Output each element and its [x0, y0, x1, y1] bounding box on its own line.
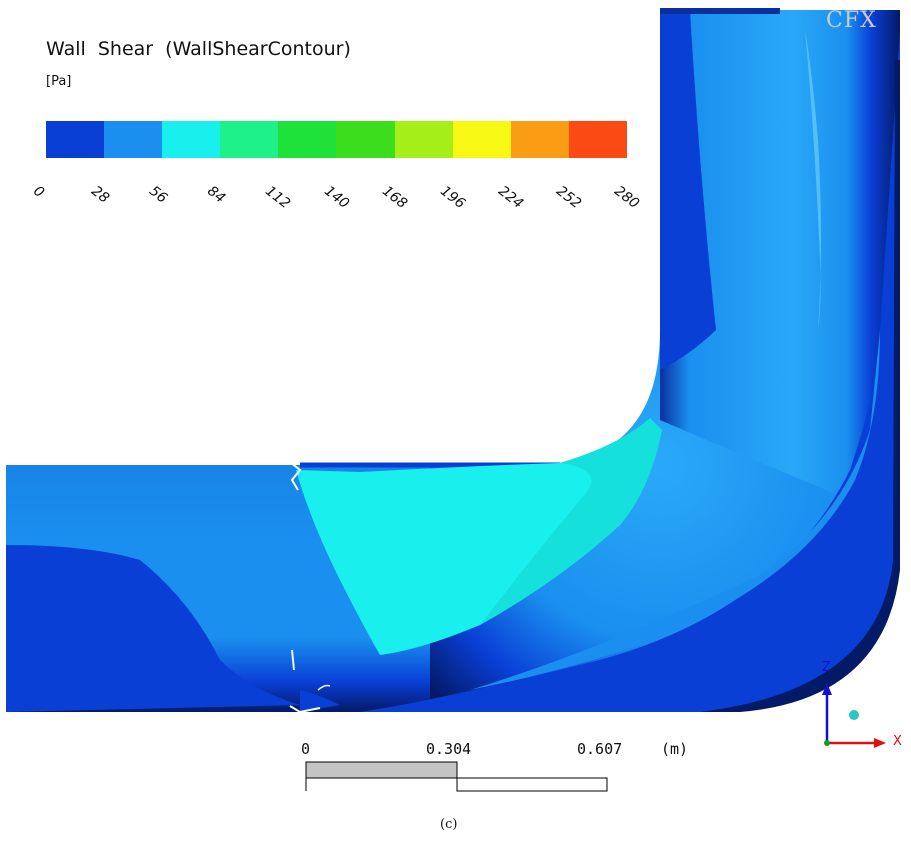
- color-bar-segment: [336, 121, 395, 158]
- cfx-watermark: CFX: [826, 8, 877, 33]
- legend-unit: [Pa]: [46, 74, 72, 89]
- low-shear-region-lower-left: [6, 545, 300, 712]
- scale-unit: (m): [661, 740, 689, 758]
- color-bar-segment: [162, 121, 221, 158]
- weld-seam-bottom: [289, 705, 321, 714]
- figure-caption: (c): [440, 817, 458, 832]
- high-shear-region: [296, 418, 662, 655]
- scale-label-0: 0: [301, 740, 311, 758]
- scale-label-mid: 0.304: [426, 740, 472, 758]
- seam-mark: [291, 649, 295, 671]
- seam-mark-2: [317, 684, 331, 691]
- color-bar-segment: [452, 121, 511, 158]
- axis-triad: [822, 683, 886, 748]
- pipe-top-edge: [660, 8, 780, 14]
- color-bar-segment: [46, 121, 105, 158]
- color-bar: [46, 121, 627, 158]
- vertical-leg: [660, 10, 900, 520]
- color-bar-segment: [104, 121, 163, 158]
- color-bar-segment: [394, 121, 453, 158]
- color-bar-segment: [510, 121, 569, 158]
- color-bar-segment: [220, 121, 279, 158]
- z-axis-label: Z: [822, 660, 831, 675]
- specular-highlight: [805, 30, 821, 330]
- scale-bar: [305, 761, 608, 792]
- color-bar-segment: [278, 121, 337, 158]
- low-shear-band-right-edge: [360, 30, 900, 712]
- low-shear-region-bottom: [300, 690, 340, 712]
- low-shear-band-left-edge: [660, 10, 716, 370]
- scale-label-end: 0.607: [577, 740, 623, 758]
- high-shear-shading: [480, 418, 662, 625]
- x-axis-label: X: [893, 734, 902, 749]
- color-bar-segment: [568, 121, 627, 158]
- legend-title: Wall Shear (WallShearContour): [46, 38, 351, 60]
- mid-shear-strip: [470, 330, 880, 690]
- weld-seam-top: [289, 461, 302, 491]
